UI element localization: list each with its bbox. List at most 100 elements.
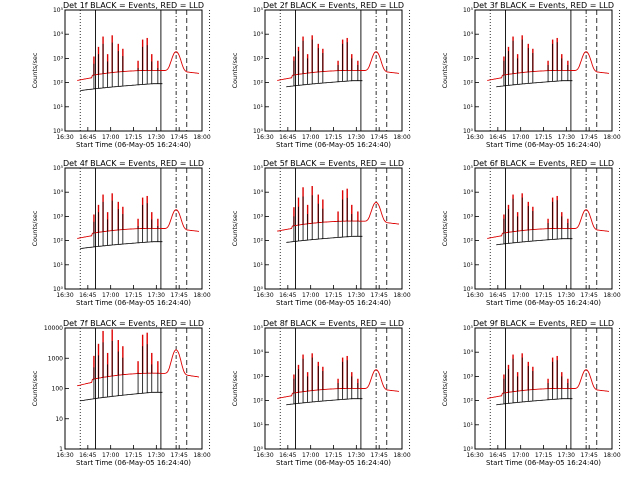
events-series-line bbox=[496, 80, 573, 88]
x-tick-label: 16:45 bbox=[279, 452, 296, 459]
x-axis-label: Start Time (06-May-05 16:24:40) bbox=[76, 459, 191, 467]
y-axis-label: Counts/sec bbox=[31, 370, 39, 406]
y-tick-label: 10¹ bbox=[463, 262, 474, 269]
events-series-line bbox=[286, 235, 363, 243]
y-tick-label: 10² bbox=[53, 80, 64, 87]
y-tick-label: 10² bbox=[253, 398, 264, 405]
y-tick-label: 10³ bbox=[253, 373, 264, 380]
x-axis-label: Start Time (06-May-05 16:24:40) bbox=[76, 299, 191, 307]
y-tick-label: 10³ bbox=[463, 55, 474, 62]
x-tick-label: 16:30 bbox=[466, 134, 483, 141]
x-tick-label: 17:15 bbox=[125, 134, 142, 141]
x-tick-label: 17:15 bbox=[535, 292, 552, 299]
events-series-line bbox=[286, 398, 363, 406]
x-tick-label: 17:15 bbox=[325, 292, 342, 299]
x-tick-label: 16:45 bbox=[279, 134, 296, 141]
y-tick-label: 10⁰ bbox=[253, 446, 264, 453]
x-axis-label: Start Time (06-May-05 16:24:40) bbox=[276, 141, 391, 149]
y-tick-label: 10⁰ bbox=[253, 286, 264, 293]
y-tick-label: 10⁴ bbox=[463, 189, 474, 196]
x-tick-label: 16:45 bbox=[79, 134, 96, 141]
events-series-line bbox=[496, 238, 573, 246]
x-tick-label: 17:00 bbox=[102, 134, 119, 141]
x-tick-label: 16:30 bbox=[466, 292, 483, 299]
y-tick-label: 10⁴ bbox=[53, 31, 64, 38]
x-tick-label: 17:15 bbox=[125, 292, 142, 299]
x-tick-label: 17:45 bbox=[371, 292, 388, 299]
x-axis-label: Start Time (06-May-05 16:24:40) bbox=[486, 299, 601, 307]
y-tick-label: 10⁰ bbox=[53, 128, 64, 135]
x-tick-label: 16:45 bbox=[279, 292, 296, 299]
x-tick-label: 17:45 bbox=[371, 134, 388, 141]
x-tick-label: 18:00 bbox=[193, 292, 210, 299]
x-tick-label: 17:00 bbox=[302, 452, 319, 459]
y-tick-label: 10⁴ bbox=[253, 189, 264, 196]
x-tick-label: 18:00 bbox=[603, 452, 620, 459]
y-tick-label: 10⁰ bbox=[253, 128, 264, 135]
x-tick-label: 16:30 bbox=[56, 292, 73, 299]
x-tick-label: 17:00 bbox=[512, 292, 529, 299]
x-tick-label: 16:45 bbox=[489, 292, 506, 299]
plot-frame bbox=[264, 167, 403, 290]
x-tick-label: 18:00 bbox=[393, 292, 410, 299]
y-tick-label: 10³ bbox=[463, 213, 474, 220]
events-series-line bbox=[286, 80, 363, 88]
y-tick-label: 10⁴ bbox=[463, 349, 474, 356]
x-tick-label: 17:15 bbox=[325, 134, 342, 141]
x-tick-label: 16:30 bbox=[256, 292, 273, 299]
y-tick-label: 10² bbox=[463, 80, 474, 87]
panel-title: Det 4f BLACK = Events, RED = LLD bbox=[63, 159, 204, 168]
panel-det-2f: Det 2f BLACK = Events, RED = LLD 10⁰ 10¹ 10… bbox=[231, 1, 411, 149]
y-tick-label: 100 bbox=[52, 386, 64, 393]
y-axis-label: Counts/sec bbox=[31, 52, 39, 88]
y-tick-label: 10² bbox=[463, 398, 474, 405]
x-tick-label: 16:30 bbox=[256, 134, 273, 141]
y-tick-label: 10⁵ bbox=[463, 165, 474, 172]
y-tick-label: 10¹ bbox=[253, 262, 264, 269]
y-tick-label: 10¹ bbox=[463, 422, 474, 429]
x-tick-label: 17:15 bbox=[125, 452, 142, 459]
y-tick-label: 10³ bbox=[253, 213, 264, 220]
x-tick-label: 17:30 bbox=[558, 134, 575, 141]
y-tick-label: 10⁵ bbox=[53, 7, 64, 14]
events-series-line bbox=[496, 398, 573, 406]
x-tick-label: 16:45 bbox=[79, 292, 96, 299]
x-tick-label: 17:45 bbox=[371, 452, 388, 459]
y-tick-label: 1 bbox=[59, 446, 63, 453]
x-tick-label: 16:30 bbox=[256, 452, 273, 459]
x-tick-label: 16:30 bbox=[466, 452, 483, 459]
y-axis-label: Counts/sec bbox=[231, 370, 239, 406]
panel-det-5f: Det 5f BLACK = Events, RED = LLD 10⁰ 10¹ 10… bbox=[231, 159, 411, 307]
x-tick-label: 17:15 bbox=[535, 452, 552, 459]
y-tick-label: 10¹ bbox=[253, 422, 264, 429]
plot-frame bbox=[64, 327, 203, 450]
y-tick-label: 10³ bbox=[463, 373, 474, 380]
y-axis-label: Counts/sec bbox=[231, 52, 239, 88]
x-axis-label: Start Time (06-May-05 16:24:40) bbox=[76, 141, 191, 149]
x-tick-label: 18:00 bbox=[393, 134, 410, 141]
panel-title: Det 8f BLACK = Events, RED = LLD bbox=[263, 319, 404, 328]
y-axis-label: Counts/sec bbox=[31, 210, 39, 246]
panel-title: Det 2f BLACK = Events, RED = LLD bbox=[263, 1, 404, 10]
y-tick-label: 10⁰ bbox=[53, 286, 64, 293]
x-tick-label: 17:30 bbox=[348, 292, 365, 299]
y-tick-label: 10000 bbox=[44, 325, 63, 332]
y-tick-label: 10¹ bbox=[253, 104, 264, 111]
panel-det-9f: Det 9f BLACK = Events, RED = LLD 10⁰ 10¹ 10… bbox=[441, 319, 621, 467]
x-axis-label: Start Time (06-May-05 16:24:40) bbox=[276, 299, 391, 307]
y-tick-label: 10⁴ bbox=[463, 31, 474, 38]
panel-title: Det 1f BLACK = Events, RED = LLD bbox=[63, 1, 204, 10]
y-tick-label: 10⁵ bbox=[253, 325, 264, 332]
x-tick-label: 18:00 bbox=[193, 134, 210, 141]
y-tick-label: 10 bbox=[55, 416, 63, 423]
y-tick-label: 10³ bbox=[53, 213, 64, 220]
y-tick-label: 10⁰ bbox=[463, 286, 474, 293]
panel-title: Det 3f BLACK = Events, RED = LLD bbox=[473, 1, 614, 10]
x-tick-label: 17:15 bbox=[325, 452, 342, 459]
y-tick-label: 10³ bbox=[253, 55, 264, 62]
x-tick-label: 18:00 bbox=[393, 452, 410, 459]
panel-det-3f: Det 3f BLACK = Events, RED = LLD 10⁰ 10¹ 10… bbox=[441, 1, 621, 149]
x-tick-label: 17:30 bbox=[558, 292, 575, 299]
y-tick-label: 10² bbox=[253, 80, 264, 87]
